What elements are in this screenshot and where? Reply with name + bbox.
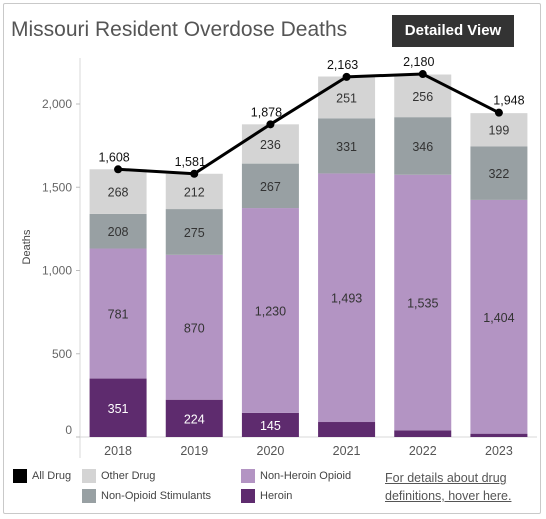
all-drug-point	[114, 165, 123, 174]
bar-value-label: 251	[336, 91, 357, 105]
bar-segment	[394, 117, 452, 175]
details-link-line1: For details about drug	[385, 471, 507, 485]
bar-value-label: 256	[412, 90, 433, 104]
legend-swatch-nonheroin	[241, 469, 255, 483]
bar-value-label: 236	[260, 138, 281, 152]
legend-label-other: Other Drug	[101, 470, 156, 482]
bar-value-label: 1,404	[483, 311, 514, 325]
x-tick-label: 2022	[409, 444, 437, 458]
legend-swatch-all	[13, 469, 27, 483]
bar-segment	[241, 124, 299, 164]
bar-segment	[318, 173, 376, 423]
bar-segment	[470, 433, 528, 437]
y-tick-label: 2,000	[42, 97, 72, 111]
bar-segment	[241, 412, 299, 437]
details-link-line2: definitions, hover here.	[385, 489, 512, 503]
bar-segment	[470, 199, 528, 434]
page-title: Missouri Resident Overdose Deaths	[11, 18, 348, 41]
bar-segment	[89, 169, 147, 214]
legend-swatch-stim	[82, 489, 96, 503]
y-tick-label: 500	[52, 347, 72, 361]
bar-segment	[394, 430, 452, 437]
bar-segment	[394, 174, 452, 431]
all-drug-point	[342, 72, 351, 81]
legend-swatch-heroin	[241, 489, 255, 503]
all-drug-label: 2,163	[327, 58, 358, 72]
bar-value-label: 346	[412, 140, 433, 154]
all-drug-label: 2,180	[403, 55, 434, 69]
detailed-view-button[interactable]: Detailed View	[392, 15, 514, 47]
bar-segment	[89, 378, 147, 437]
all-drug-label: 1,608	[98, 150, 129, 164]
all-drug-point	[418, 70, 427, 79]
y-tick-label: 1,000	[42, 264, 72, 278]
bar-segment	[241, 163, 299, 209]
x-tick-label: 2023	[485, 444, 513, 458]
bar-segment	[165, 254, 223, 400]
bar-value-label: 275	[184, 226, 205, 240]
bar-value-label: 1,535	[407, 297, 438, 311]
legend-swatch-other	[82, 469, 96, 483]
all-drug-label: 1,948	[493, 94, 524, 108]
all-drug-line	[117, 72, 500, 176]
bar-segment	[165, 173, 223, 210]
bar-value-label: 1,493	[331, 292, 362, 306]
bar-value-label: 145	[260, 419, 281, 433]
x-tick-label: 2020	[257, 444, 285, 458]
all-drug-point	[266, 120, 275, 129]
bar-value-label: 267	[260, 180, 281, 194]
bar-segment	[470, 146, 528, 200]
bar-segment	[89, 213, 147, 249]
all-drug-label: 1,581	[175, 155, 206, 169]
legend-label-stim: Non-Opioid Stimulants	[101, 490, 212, 502]
bar-segment	[318, 422, 376, 437]
x-tick-label: 2018	[104, 444, 132, 458]
legend-label-all: All Drug	[32, 470, 72, 482]
all-drug-point	[494, 108, 503, 117]
bar-value-label: 268	[108, 186, 129, 200]
bar-segment	[394, 74, 452, 118]
bar-value-label: 208	[108, 225, 129, 239]
legend-label-nonheroin: Non-Heroin Opioid	[260, 470, 352, 482]
bar-value-label: 781	[108, 308, 129, 322]
bar-value-label: 212	[184, 185, 205, 199]
bar-value-label: 870	[184, 321, 205, 335]
bar-value-label: 1,230	[255, 304, 286, 318]
bar-segment	[470, 113, 528, 147]
bar-value-label: 322	[488, 167, 509, 181]
bar-value-label: 351	[108, 402, 129, 416]
all-drug-point	[190, 169, 199, 178]
bar-segment	[318, 118, 376, 174]
y-axis-label: Deaths	[21, 229, 33, 264]
bar-segment	[165, 399, 223, 437]
bar-value-label: 224	[184, 412, 205, 426]
bar-value-label: 199	[488, 124, 509, 138]
bar-segment	[318, 76, 376, 119]
all-drug-label: 1,878	[251, 105, 282, 119]
details-link[interactable]: For details about drug definitions, hove…	[385, 469, 535, 505]
bar-segment	[165, 209, 223, 255]
bar-value-label: 331	[336, 140, 357, 154]
y-tick-label: 1,500	[42, 180, 72, 194]
y-tick-label: 0	[65, 423, 72, 437]
bar-segment	[89, 248, 147, 379]
x-tick-label: 2021	[333, 444, 361, 458]
legend-label-heroin: Heroin	[260, 490, 293, 502]
x-tick-label: 2019	[180, 444, 208, 458]
bar-segment	[241, 208, 299, 413]
